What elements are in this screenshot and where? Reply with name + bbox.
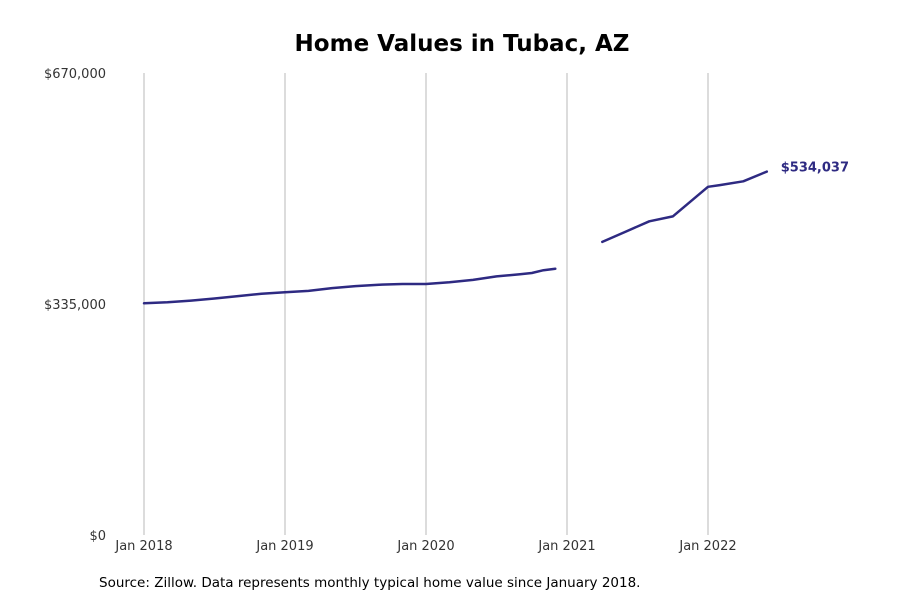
x-tick-label: Jan 2020 (396, 539, 454, 554)
y-axis: $0 $335,000 $670,000 (44, 67, 106, 544)
y-tick-label: $0 (89, 529, 106, 544)
end-value-label: $534,037 (781, 161, 849, 176)
x-tick-label: Jan 2022 (678, 539, 736, 554)
x-tick-label: Jan 2021 (537, 539, 595, 554)
x-tick-label: Jan 2019 (255, 539, 313, 554)
source-note: Source: Zillow. Data represents monthly … (99, 575, 640, 591)
grid-layer (143, 73, 709, 535)
x-axis: Jan 2018 Jan 2019 Jan 2020 Jan 2021 Jan 2022 (114, 539, 736, 554)
series-layer: $534,037 (142, 161, 849, 305)
series-line-segment-2 (601, 170, 769, 244)
series-line-segment-1 (142, 267, 557, 305)
y-tick-label: $335,000 (44, 298, 106, 313)
x-tick-label: Jan 2018 (114, 539, 172, 554)
y-tick-label: $670,000 (44, 67, 106, 82)
chart-title: Home Values in Tubac, AZ (295, 31, 630, 57)
